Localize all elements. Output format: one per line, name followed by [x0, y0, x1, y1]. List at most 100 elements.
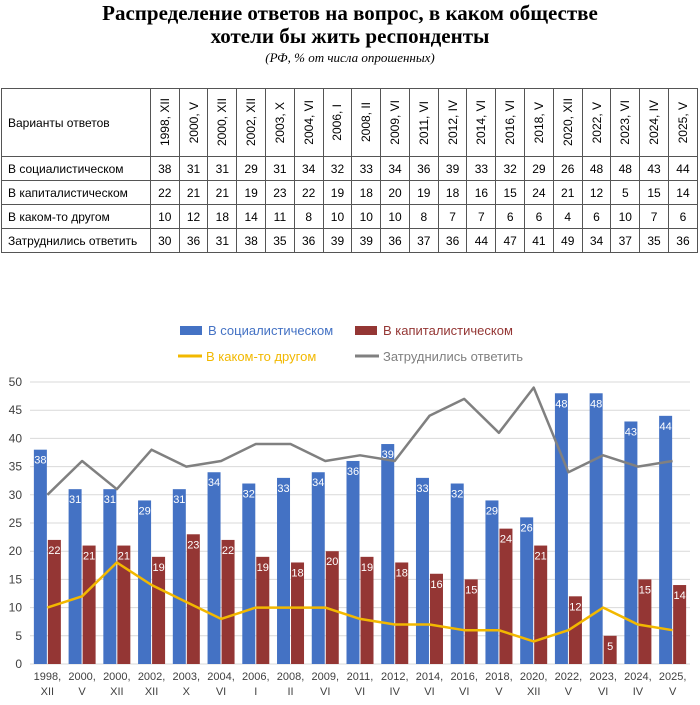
bar-data-label: 26 — [521, 522, 533, 534]
table-cell: 39 — [437, 156, 468, 181]
table-cell: 21 — [178, 180, 209, 205]
table-cell: 31 — [178, 156, 209, 181]
table-column-header-label: 2014, VI — [474, 100, 489, 145]
table-column-header: 2006, I — [322, 88, 353, 157]
bar-data-label: 21 — [535, 551, 547, 563]
table-column-header-label: 2000, V — [186, 101, 201, 144]
y-tick-label: 20 — [9, 544, 23, 558]
table-cell: 36 — [178, 228, 209, 253]
x-tick-label: 2020, — [520, 671, 548, 683]
table-column-header-label: 2011, VI — [416, 100, 431, 145]
bar-capitalist — [499, 528, 513, 664]
data-table: Варианты ответов 1998, XII 2000, V 2000, X… — [1, 88, 699, 253]
table-cell: 39 — [351, 228, 382, 253]
table-cell: 18 — [207, 204, 238, 229]
table-column-header: 1998, XII — [149, 88, 180, 157]
bar-capitalist — [186, 534, 200, 664]
bar-capitalist — [673, 585, 687, 664]
bar-capitalist — [291, 562, 305, 664]
x-tick-label: VI — [216, 686, 226, 698]
table-column-header-label: 2018, V — [531, 101, 546, 144]
bar-capitalist — [534, 545, 548, 664]
table-cell: 12 — [178, 204, 209, 229]
x-tick-label: V — [565, 686, 573, 698]
table-cell: 15 — [495, 180, 526, 205]
bar-capitalist — [117, 545, 131, 664]
table-column-header: 2003, X — [265, 88, 295, 157]
table-cell: 33 — [351, 156, 382, 181]
legend-label: В социалистическом — [208, 323, 333, 338]
x-tick-label: 1998, — [34, 671, 62, 683]
table-cell: 19 — [408, 180, 439, 205]
bar-socialist — [624, 421, 638, 664]
table-column-header-label: 2012, IV — [445, 100, 460, 145]
bar-socialist — [589, 393, 603, 664]
table-cell: 34 — [380, 156, 410, 181]
table-cell: 19 — [236, 180, 267, 205]
table-cell: 47 — [495, 228, 526, 253]
x-tick-label: XII — [145, 686, 158, 698]
x-tick-label: II — [287, 686, 293, 698]
line-series-other — [47, 561, 673, 643]
x-tick-label: 2006, — [242, 671, 270, 683]
x-tick-label: VI — [424, 686, 434, 698]
bar-capitalist — [568, 596, 582, 664]
legend-label: В капиталистическом — [383, 323, 513, 338]
x-tick-label: IV — [633, 686, 644, 698]
table-row: В капиталистическом 22 21 21 19 23 22 19 18 20 19 1… — [1, 180, 699, 205]
table-cell: 19 — [322, 180, 353, 205]
table-cell: 21 — [207, 180, 238, 205]
table-cell: 18 — [437, 180, 468, 205]
x-tick-label: 2016, — [450, 671, 478, 683]
table-cell: 5 — [610, 180, 641, 205]
bar-data-label: 48 — [590, 398, 602, 410]
table-column-header: 2002, XII — [236, 88, 267, 157]
table-column-header-label: 2022, V — [589, 101, 604, 144]
bar-socialist — [554, 393, 568, 664]
bar-data-label: 31 — [173, 494, 185, 506]
bar-data-label: 5 — [607, 641, 613, 653]
table-column-header: 2023, VI — [610, 88, 641, 157]
table-cell: 14 — [667, 180, 699, 205]
bar-capitalist — [603, 635, 617, 664]
x-tick-label: 2018, — [485, 671, 513, 683]
table-row-label: В социалистическом — [1, 156, 151, 181]
bar-socialist — [520, 517, 534, 664]
table-cell: 21 — [552, 180, 583, 205]
bar-capitalist — [429, 573, 443, 664]
table-column-header: 2020, XII — [552, 88, 583, 157]
bar-capitalist — [256, 556, 270, 664]
y-tick-label: 5 — [15, 629, 22, 643]
bar-data-label: 18 — [291, 567, 303, 579]
y-tick-label: 25 — [9, 516, 23, 530]
bar-data-label: 32 — [451, 489, 463, 501]
bar-socialist — [659, 415, 673, 664]
y-tick-label: 30 — [9, 488, 23, 502]
table-cell: 36 — [667, 228, 699, 253]
x-tick-label: XII — [110, 686, 123, 698]
bar-socialist — [103, 489, 117, 664]
bar-capitalist — [47, 539, 61, 664]
table-cell: 24 — [524, 180, 554, 205]
table-cell: 6 — [495, 204, 526, 229]
table-cell: 7 — [466, 204, 497, 229]
bar-data-label: 44 — [660, 421, 672, 433]
table-cell: 37 — [408, 228, 439, 253]
page-title: Распределение ответов на вопрос, в каком… — [0, 2, 700, 48]
y-tick-label: 0 — [15, 657, 22, 671]
bar-capitalist — [638, 579, 652, 664]
table-cell: 44 — [466, 228, 497, 253]
table-row: Затруднились ответить 30 36 31 38 35 36 39 39 36 3… — [1, 228, 699, 253]
table-header-row: Варианты ответов 1998, XII 2000, V 2000, X… — [1, 88, 699, 157]
table-cell: 34 — [293, 156, 324, 181]
x-tick-label: 2000, — [103, 671, 131, 683]
table-cell: 16 — [466, 180, 497, 205]
y-tick-label: 10 — [9, 601, 23, 615]
bar-capitalist — [152, 556, 166, 664]
bar-socialist — [242, 483, 256, 664]
table-cell: 38 — [149, 156, 180, 181]
bar-socialist — [68, 489, 82, 664]
bar-socialist — [346, 460, 360, 664]
bar-data-label: 19 — [152, 562, 164, 574]
table-column-header: 2000, V — [178, 88, 209, 157]
